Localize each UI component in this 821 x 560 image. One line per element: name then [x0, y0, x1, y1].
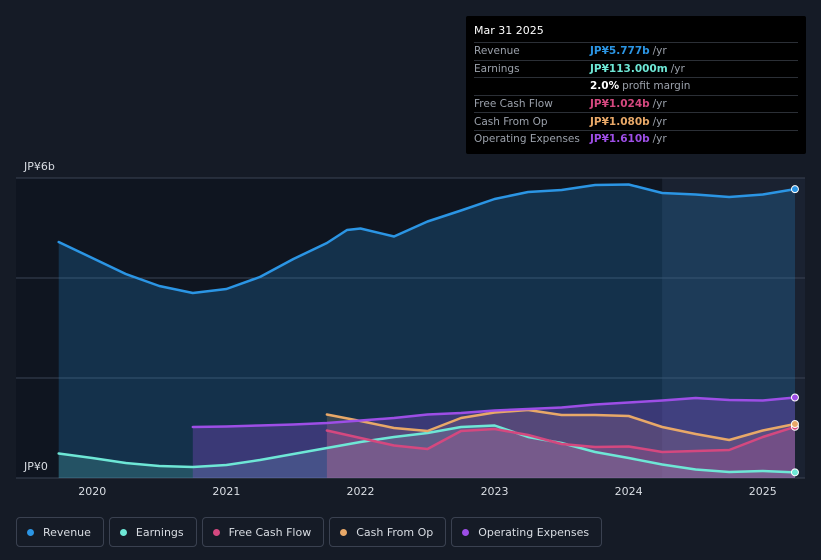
y-axis-top-label: JP¥6b — [23, 160, 55, 173]
y-axis-bottom-label: JP¥0 — [23, 460, 48, 473]
tooltip-row-unit: /yr — [652, 115, 667, 128]
x-tick-label: 2025 — [749, 485, 777, 498]
tooltip-row: Operating Expenses JP¥1.610b/yr — [474, 129, 798, 148]
tooltip-date: Mar 31 2025 — [474, 24, 544, 37]
legend-dot-icon — [212, 528, 220, 536]
tooltip-row-label: Free Cash Flow — [474, 98, 553, 111]
tooltip-row: Cash From Op JP¥1.080b/yr — [474, 112, 798, 130]
legend-item-free-cash-flow[interactable]: Free Cash Flow — [201, 517, 325, 547]
tooltip-row-value: 2.0% — [590, 80, 620, 93]
tooltip-row-label: Operating Expenses — [474, 133, 580, 146]
tooltip-row: Free Cash Flow JP¥1.024b/yr — [474, 94, 798, 113]
legend-dot-icon — [340, 528, 348, 536]
operating_expenses-end-point — [790, 393, 799, 402]
legend-item-operating-expenses[interactable]: Operating Expenses — [451, 517, 603, 547]
tooltip-row-value: JP¥5.777b — [590, 45, 650, 58]
tooltip-row-value: JP¥1.610b — [590, 133, 650, 146]
legend-item-earnings[interactable]: Earnings — [108, 517, 197, 547]
tooltip-row-value: JP¥113.000m — [590, 62, 668, 75]
x-tick-label: 2024 — [615, 485, 643, 498]
tooltip-row: 2.0% profit margin — [474, 77, 798, 95]
x-tick-label: 2022 — [346, 485, 374, 498]
legend-label: Free Cash Flow — [228, 525, 312, 539]
earnings-line — [57, 424, 797, 474]
tooltip-row-unit: /yr — [670, 62, 685, 75]
legend-dot-icon — [119, 528, 127, 536]
legend-label: Earnings — [135, 525, 184, 539]
tooltip-row-label: Revenue — [474, 45, 520, 58]
tooltip: Mar 31 2025 Revenue JP¥5.777b/yr Earnings J… — [466, 16, 806, 154]
revenue-line — [57, 183, 797, 295]
revenue-end-point — [790, 185, 799, 194]
tooltip-row-label: Earnings — [474, 62, 520, 75]
tooltip-row: Earnings JP¥113.000m/yr — [474, 59, 798, 78]
tooltip-row-value: JP¥1.024b — [590, 98, 650, 111]
past-region-shade — [16, 178, 663, 478]
earnings-area — [58, 425, 795, 478]
x-tick-label: 2020 — [78, 485, 106, 498]
tooltip-row-unit: /yr — [652, 45, 667, 58]
earnings-end-point — [790, 468, 799, 477]
legend-label: Revenue — [43, 525, 91, 539]
legend: Revenue Earnings Free Cash Flow Cash From O… — [16, 517, 603, 547]
legend-item-revenue[interactable]: Revenue — [16, 517, 104, 547]
tooltip-row-unit: /yr — [652, 98, 667, 111]
free_cash_flow-area — [326, 426, 795, 478]
tooltip-row-value: JP¥1.080b — [590, 115, 650, 128]
x-tick-label: 2023 — [481, 485, 509, 498]
legend-item-cash-from-op[interactable]: Cash From Op — [329, 517, 447, 547]
x-tick-label: 2021 — [212, 485, 240, 498]
free_cash_flow-line — [325, 425, 797, 454]
tooltip-row-unit: profit margin — [622, 80, 691, 93]
tooltip-row-unit: /yr — [652, 133, 667, 146]
legend-label: Operating Expenses — [478, 525, 590, 539]
legend-dot-icon — [27, 528, 34, 536]
operating_expenses-line — [191, 396, 797, 429]
legend-dot-icon — [462, 528, 470, 536]
operating_expenses-area — [192, 397, 796, 478]
tooltip-row: Revenue JP¥5.777b/yr — [474, 42, 798, 60]
cash_from_op-line — [325, 408, 797, 442]
legend-label: Cash From Op — [356, 525, 434, 539]
cash_from_op-end-point — [790, 420, 799, 428]
tooltip-row-label: Cash From Op — [474, 115, 548, 128]
